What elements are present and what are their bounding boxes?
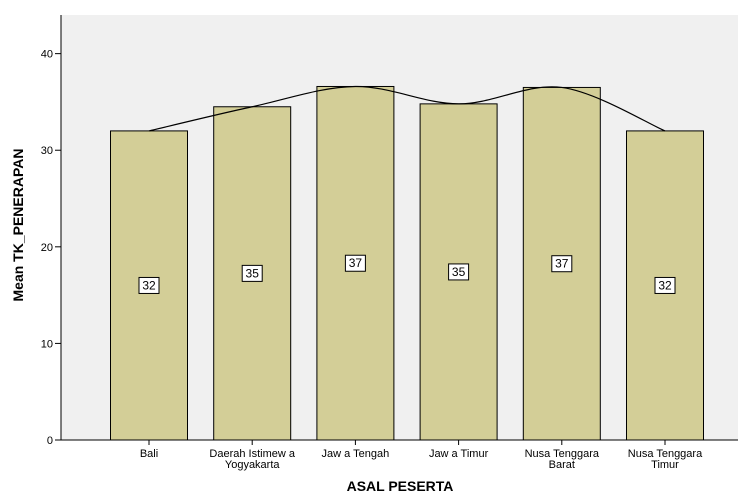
data-label-box bbox=[551, 255, 573, 273]
x-tick-label: Jaw a Timur bbox=[429, 448, 489, 460]
x-tick-label: Yogyakarta bbox=[225, 459, 281, 471]
x-tick-label: Bali bbox=[140, 448, 158, 460]
y-tick-label: 10 bbox=[41, 338, 53, 350]
data-label-box bbox=[344, 254, 366, 272]
y-tick-label: 30 bbox=[41, 145, 53, 157]
y-tick-label: 40 bbox=[41, 49, 53, 61]
data-label: 32 bbox=[658, 278, 672, 292]
y-tick-label: 20 bbox=[41, 242, 53, 254]
y-axis-title: Mean TK_PENERAPAN bbox=[10, 149, 26, 302]
data-label: 35 bbox=[452, 265, 466, 279]
data-label-box bbox=[654, 276, 676, 294]
x-tick-label: Timur bbox=[651, 459, 679, 471]
data-label-box bbox=[241, 264, 263, 282]
data-label: 37 bbox=[555, 257, 569, 271]
x-tick-label: Jaw a Tengah bbox=[322, 448, 390, 460]
mean-trend-line bbox=[148, 85, 666, 132]
x-tick-label: Daerah Istimew a bbox=[209, 448, 295, 460]
x-tick-label: Nusa Tenggara bbox=[525, 448, 600, 460]
y-tick-label: 0 bbox=[47, 435, 53, 447]
data-label: 37 bbox=[349, 256, 363, 270]
data-label: 35 bbox=[246, 266, 260, 280]
data-label: 32 bbox=[142, 278, 156, 292]
x-tick-label: Nusa Tenggara bbox=[628, 448, 703, 460]
data-labels-layer: 32 35 37 35 37 32 bbox=[138, 254, 676, 294]
x-axis-title: ASAL PESERTA bbox=[347, 478, 454, 494]
data-label-box bbox=[138, 276, 160, 294]
x-tick-label: Barat bbox=[549, 459, 575, 471]
data-label-box bbox=[448, 263, 470, 281]
